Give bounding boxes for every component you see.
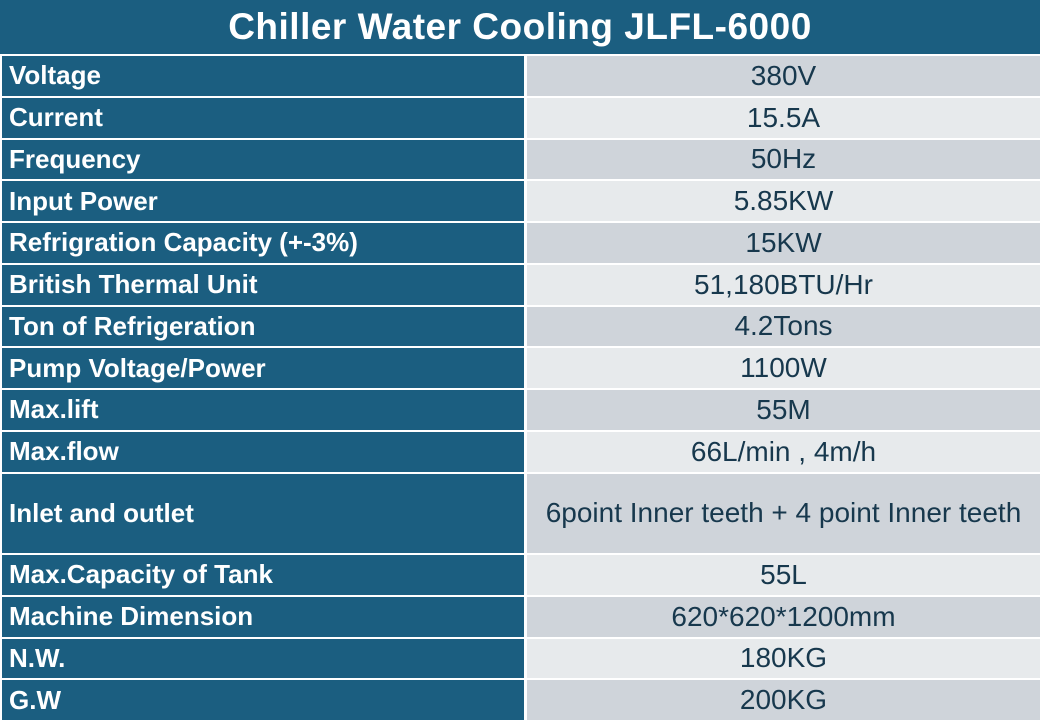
- spec-label: N.W.: [2, 638, 524, 679]
- row-max-flow: Max.flow 66L/min , 4m/h: [2, 431, 1040, 472]
- spec-label: Inlet and outlet: [2, 473, 524, 553]
- spec-value: 66L/min , 4m/h: [527, 431, 1040, 472]
- spec-value: 51,180BTU/Hr: [527, 264, 1040, 305]
- spec-label: Ton of Refrigeration: [2, 306, 524, 347]
- spec-label: Input Power: [2, 181, 524, 221]
- row-machine-dimension: Machine Dimension 620*620*1200mm: [2, 596, 1040, 637]
- row-net-weight: N.W. 180KG: [2, 638, 1040, 679]
- spec-label: Max.Capacity of Tank: [2, 555, 524, 595]
- spec-value: 55L: [527, 555, 1040, 595]
- spec-value: 180KG: [527, 638, 1040, 679]
- spec-value: 620*620*1200mm: [527, 596, 1040, 637]
- row-british-thermal-unit: British Thermal Unit 51,180BTU/Hr: [2, 264, 1040, 305]
- spec-label: Refrigration Capacity (+-3%): [2, 223, 524, 263]
- spec-label: Max.flow: [2, 431, 524, 472]
- row-input-power: Input Power 5.85KW: [2, 181, 1040, 221]
- spec-label: Pump Voltage/Power: [2, 348, 524, 388]
- spec-value: 50Hz: [527, 139, 1040, 180]
- spec-rows-container: Voltage 380V Current 15.5A Frequency 50H…: [0, 56, 1040, 720]
- row-gross-weight: G.W 200KG: [2, 680, 1040, 720]
- spec-value: 200KG: [527, 680, 1040, 720]
- spec-value: 380V: [527, 56, 1040, 96]
- spec-label: Max.lift: [2, 390, 524, 430]
- spec-value: 15KW: [527, 223, 1040, 263]
- table-title: Chiller Water Cooling JLFL-6000: [0, 0, 1040, 54]
- spec-label: G.W: [2, 680, 524, 720]
- row-frequency: Frequency 50Hz: [2, 139, 1040, 180]
- spec-label: Frequency: [2, 139, 524, 180]
- row-current: Current 15.5A: [2, 97, 1040, 138]
- row-max-capacity-of-tank: Max.Capacity of Tank 55L: [2, 555, 1040, 595]
- row-inlet-and-outlet: Inlet and outlet 6point Inner teeth + 4 …: [2, 473, 1040, 553]
- spec-label: Machine Dimension: [2, 596, 524, 637]
- spec-label: British Thermal Unit: [2, 264, 524, 305]
- spec-value: 5.85KW: [527, 181, 1040, 221]
- row-max-lift: Max.lift 55M: [2, 390, 1040, 430]
- spec-value: 4.2Tons: [527, 306, 1040, 347]
- spec-value: 15.5A: [527, 97, 1040, 138]
- spec-label: Voltage: [2, 56, 524, 96]
- spec-label: Current: [2, 97, 524, 138]
- row-ton-of-refrigeration: Ton of Refrigeration 4.2Tons: [2, 306, 1040, 347]
- spec-value: 1100W: [527, 348, 1040, 388]
- row-pump-voltage-power: Pump Voltage/Power 1100W: [2, 348, 1040, 388]
- spec-value: 55M: [527, 390, 1040, 430]
- row-voltage: Voltage 380V: [2, 56, 1040, 96]
- row-refrigration-capacity: Refrigration Capacity (+-3%) 15KW: [2, 223, 1040, 263]
- spec-value: 6point Inner teeth + 4 point Inner teeth: [527, 473, 1040, 553]
